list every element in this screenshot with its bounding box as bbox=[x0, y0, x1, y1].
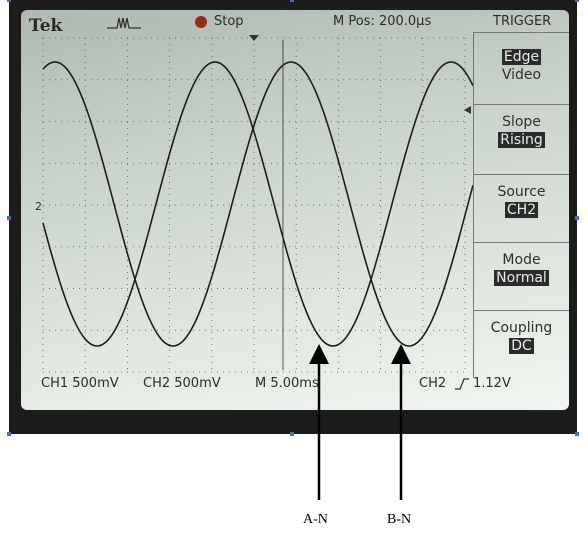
run-state-label: Stop bbox=[214, 14, 244, 29]
trigger-level-readout: 1.12V bbox=[473, 376, 511, 391]
trigger-position-marker-icon bbox=[249, 35, 259, 41]
menu-mode-value: Normal bbox=[494, 270, 549, 286]
menu-slope-button[interactable]: Slope Rising bbox=[473, 104, 569, 174]
menu-mode-label: Mode bbox=[502, 252, 541, 268]
ch2-ground-marker: 2 bbox=[35, 200, 42, 213]
menu-coupling-value: DC bbox=[509, 338, 534, 354]
menu-slope-label: Slope bbox=[502, 114, 541, 130]
status-bar: CH1 500mV CH2 500mV M 5.00ms CH2 1.12V bbox=[41, 376, 561, 394]
frame-handle bbox=[290, 0, 294, 2]
oscilloscope-photo: Tek Stop M Pos: 200.0μs TRIGGER 2 Edge V… bbox=[9, 0, 577, 434]
menu-type-label: Edge bbox=[501, 49, 542, 65]
frame-handle bbox=[575, 432, 579, 436]
trigger-source-readout: CH2 bbox=[419, 376, 447, 391]
rising-edge-icon bbox=[455, 378, 469, 390]
trace-b-n bbox=[42, 61, 474, 347]
frame-handle bbox=[290, 432, 294, 436]
menu-source-label: Source bbox=[497, 184, 546, 200]
oscilloscope-screen: Tek Stop M Pos: 200.0μs TRIGGER 2 Edge V… bbox=[21, 10, 569, 410]
ch1-scale: CH1 500mV bbox=[41, 376, 119, 391]
trace-a-n bbox=[42, 61, 474, 347]
acquire-pulse-icon bbox=[107, 17, 141, 29]
waveform-display bbox=[42, 35, 474, 373]
horizontal-position: M Pos: 200.0μs bbox=[333, 14, 432, 29]
frame-handle bbox=[575, 216, 579, 220]
menu-type-value: Video bbox=[501, 67, 542, 83]
menu-coupling-label: Coupling bbox=[490, 320, 553, 336]
menu-source-value: CH2 bbox=[504, 202, 539, 218]
menu-type-button[interactable]: Edge Video bbox=[473, 32, 569, 104]
menu-title: TRIGGER bbox=[493, 14, 552, 29]
callout-b-n: B-N bbox=[387, 512, 412, 527]
frame-handle bbox=[7, 0, 11, 2]
menu-coupling-button[interactable]: Coupling DC bbox=[473, 310, 569, 378]
frame-handle bbox=[7, 216, 11, 220]
ch2-scale: CH2 500mV bbox=[143, 376, 221, 391]
trigger-menu: Edge Video Slope Rising Source CH2 Mode … bbox=[473, 32, 569, 378]
menu-slope-value: Rising bbox=[498, 132, 545, 148]
frame-handle bbox=[7, 432, 11, 436]
trigger-level-arrow-icon bbox=[464, 106, 471, 114]
callout-a-n: A-N bbox=[303, 512, 328, 527]
stop-indicator-icon bbox=[195, 16, 207, 28]
timebase: M 5.00ms bbox=[255, 376, 319, 391]
frame-handle bbox=[575, 0, 579, 2]
menu-mode-button[interactable]: Mode Normal bbox=[473, 242, 569, 310]
menu-source-button[interactable]: Source CH2 bbox=[473, 174, 569, 242]
brand-logo: Tek bbox=[29, 16, 63, 36]
